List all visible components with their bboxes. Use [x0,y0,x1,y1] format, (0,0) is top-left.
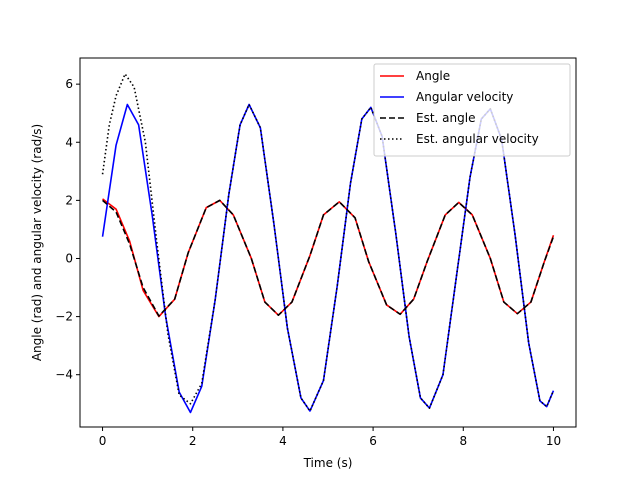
y-tick-label: 6 [65,77,73,91]
legend-box [373,63,571,157]
x-tick-label: 4 [279,434,287,448]
x-axis-label: Time (s) [303,456,353,470]
x-tick-label: 8 [459,434,467,448]
y-tick-label: 0 [65,251,73,265]
y-axis-label: Angle (rad) and angular velocity (rad/s) [30,124,44,361]
series-line-est-angle [102,199,555,317]
x-tick-label: 2 [189,434,197,448]
y-tick-label: 2 [65,193,73,207]
legend-label-angle: Angle [416,69,450,83]
legend: Angle Angular velocity Est. angle Est. angu… [373,63,571,157]
x-tick-label: 0 [99,434,107,448]
x-tick-label: 10 [546,434,561,448]
axes-frame [79,57,577,428]
y-tick-label: −2 [55,310,73,324]
legend-label-est-angular-velocity: Est. angular velocity [416,132,539,146]
y-tick-label: −4 [55,368,73,382]
legend-label-est-angle: Est. angle [416,111,475,125]
series-line-est-angular-velocity [101,73,555,412]
legend-label-angular-velocity: Angular velocity [416,90,513,104]
y-tick-label: 4 [65,135,73,149]
ticks-layer: 0 2 4 6 8 10 −4 −2 0 2 4 6 [55,77,561,448]
x-tick-label: 6 [369,434,377,448]
